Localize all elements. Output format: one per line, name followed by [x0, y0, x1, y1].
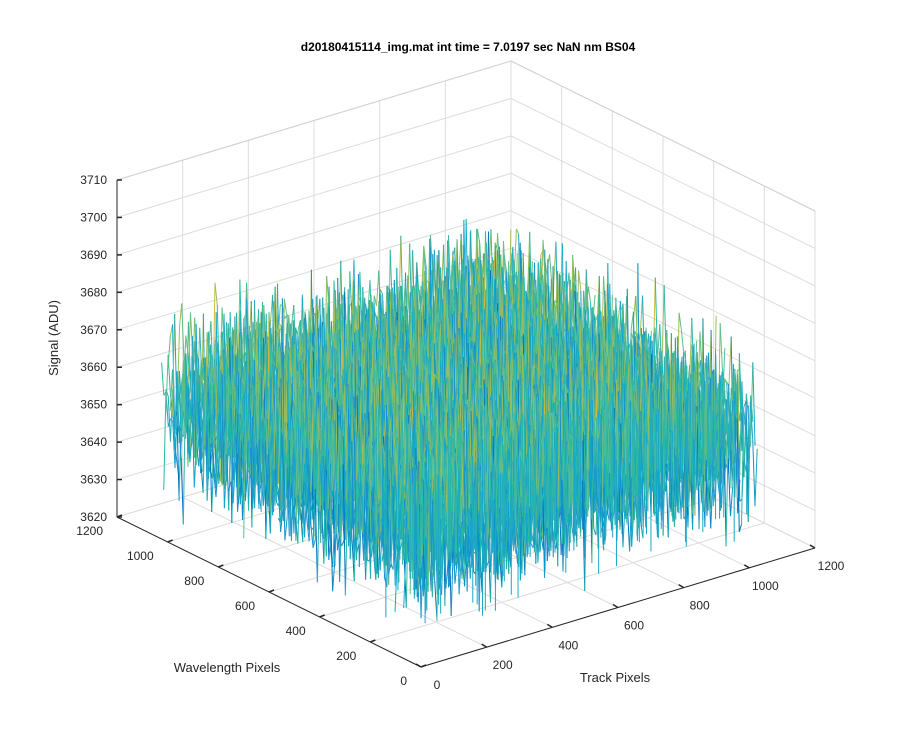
surface-segment — [189, 405, 193, 441]
wall-grid-z — [116, 210, 816, 362]
surface-segment — [169, 369, 173, 411]
surface-segment — [447, 235, 452, 298]
surface-segment — [187, 399, 191, 450]
surface-segment — [376, 270, 380, 307]
surface-segment — [402, 282, 406, 317]
surface-segment — [414, 262, 418, 312]
surface-segment — [406, 243, 411, 320]
surface-segment — [178, 425, 182, 458]
surface-segment — [423, 245, 427, 266]
surface-segment — [189, 399, 193, 424]
surface-segment — [283, 299, 288, 315]
surface-segment — [180, 373, 184, 428]
surface-segment — [189, 389, 193, 419]
surface-segment — [191, 356, 195, 458]
surface-segment — [176, 385, 180, 427]
surface-segment — [197, 357, 202, 428]
surface-segment — [183, 335, 187, 378]
surface-segment — [184, 403, 189, 439]
surface-segment — [167, 336, 171, 368]
surface-segment — [399, 285, 404, 322]
surface-segment — [195, 323, 199, 447]
surface-segment — [163, 389, 167, 490]
floor-grid-y — [370, 522, 765, 643]
surface-segment — [286, 313, 290, 317]
surface-segment — [172, 421, 176, 468]
surface-segment — [494, 242, 498, 251]
surface-segment — [272, 286, 276, 378]
surface-segment — [180, 369, 184, 387]
surface-segment — [379, 289, 384, 295]
surface-mesh — [161, 218, 758, 624]
wall-grid-z — [116, 60, 816, 212]
surface-segment — [424, 275, 429, 326]
surface-segment — [187, 312, 191, 383]
surface-segment — [182, 355, 186, 411]
surface-segment — [180, 457, 184, 525]
surface-segment — [181, 303, 185, 362]
surface-segment — [167, 396, 171, 442]
surface-segment — [200, 387, 204, 428]
surface-segment — [165, 354, 169, 413]
surface-segment — [440, 244, 445, 295]
surface-segment — [174, 426, 178, 450]
wall-grid-z — [116, 135, 816, 287]
surface-segment — [179, 303, 183, 327]
surface-segment — [245, 326, 249, 383]
surface-segment — [161, 362, 165, 396]
surface-segment — [214, 282, 218, 305]
surface-segment — [359, 271, 363, 341]
surface-segment — [193, 372, 197, 465]
surface-segment — [176, 420, 180, 434]
surface-segment — [496, 281, 500, 292]
surface-segment — [182, 380, 187, 525]
surface-segment — [502, 241, 507, 285]
surface-segment — [427, 238, 431, 326]
surface-segment — [174, 313, 178, 412]
surface-segment — [189, 442, 193, 457]
surface-segment — [185, 335, 189, 356]
surface-segment — [171, 313, 176, 417]
box-top-back — [116, 60, 816, 212]
surface-segment — [429, 234, 434, 277]
surface-segment — [326, 275, 330, 307]
surface-segment — [400, 235, 404, 317]
surface-segment — [191, 317, 196, 385]
surface-segment — [291, 304, 295, 327]
wall-grid-z — [116, 172, 816, 324]
surface-segment — [200, 359, 204, 380]
wall-grid-z — [116, 97, 816, 249]
surface-segment — [390, 285, 395, 317]
